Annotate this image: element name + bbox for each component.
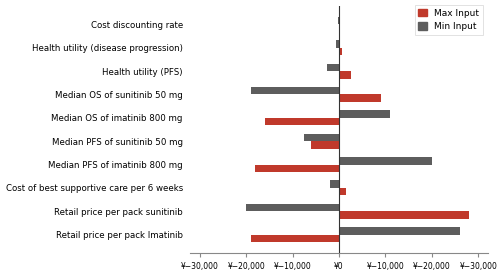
Bar [251,87,339,94]
Bar [339,71,350,79]
Bar [339,227,460,235]
Bar [338,17,339,24]
Bar [339,211,469,219]
Bar [251,235,339,242]
Bar [339,110,390,118]
Bar [264,118,339,125]
Bar [339,188,346,195]
Bar [336,40,339,48]
Bar [311,141,339,149]
Bar [304,134,339,141]
Legend: Max Input, Min Input: Max Input, Min Input [414,5,483,35]
Bar [328,63,339,71]
Bar [339,157,432,165]
Bar [330,180,339,188]
Bar [339,94,381,102]
Bar [256,165,339,172]
Bar [246,204,339,211]
Bar [339,48,342,55]
Bar [339,24,340,32]
